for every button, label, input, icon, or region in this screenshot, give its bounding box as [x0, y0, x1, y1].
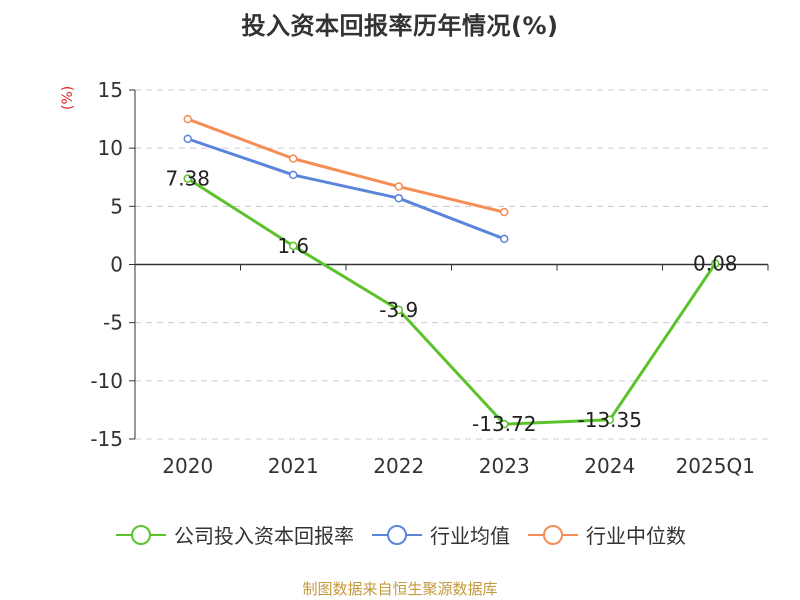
data-label: -3.9	[379, 298, 418, 322]
y-tick-label: 0	[110, 253, 123, 277]
source-note: 制图数据来自恒生聚源数据库	[302, 580, 498, 598]
legend-line-icon	[528, 524, 578, 545]
data-point-1	[500, 234, 509, 244]
x-tick-label: 2024	[584, 454, 635, 478]
chart-title: 投入资本回报率历年情况(%)	[241, 12, 559, 40]
y-tick-label: -10	[90, 369, 123, 393]
data-point-1	[289, 170, 298, 180]
data-point-0	[394, 305, 403, 315]
legend-item-industry-mean[interactable]: 行业均值	[370, 520, 510, 549]
data-point-2	[394, 182, 403, 191]
x-tick-label: 2020	[162, 454, 213, 478]
legend-line-icon	[116, 524, 166, 545]
axes: 15 10 5 0 -5 -10 -15 2020 2021 2022 2023 2024 2025Q1	[90, 78, 769, 478]
series-lines	[183, 114, 720, 429]
data-point-0	[183, 174, 192, 183]
legend-label-company: 公司投入资本回报率	[174, 524, 354, 548]
series-line-1	[187, 137, 505, 241]
y-axis-unit: (%)	[60, 85, 76, 110]
data-point-0	[605, 415, 614, 425]
legend-line-icon	[372, 524, 422, 545]
data-label: -13.72	[472, 412, 536, 436]
y-tick-label: 15	[98, 78, 123, 102]
x-tick-label: 2025Q1	[676, 454, 755, 478]
legend-label-industry-mean: 行业均值	[430, 524, 510, 548]
legend-label-industry-median: 行业中位数	[586, 524, 686, 548]
data-point-0	[289, 241, 298, 251]
data-point-2	[500, 207, 509, 217]
data-point-2	[289, 154, 298, 163]
data-label: 7.38	[165, 167, 210, 191]
data-label: 1.6	[277, 234, 309, 258]
y-tick-label: -5	[103, 311, 123, 335]
data-label: -13.35	[578, 408, 642, 432]
data-point-2	[183, 114, 192, 124]
data-point-0	[711, 259, 720, 268]
x-tick-label: 2022	[373, 454, 424, 478]
y-tick-label: 10	[98, 136, 123, 160]
x-tick-label: 2023	[479, 454, 530, 478]
data-point-1	[183, 134, 192, 144]
data-point-0	[500, 419, 509, 429]
legend-item-industry-median[interactable]: 行业中位数	[526, 520, 686, 549]
legend-item-company[interactable]: 公司投入资本回报率	[114, 520, 354, 549]
data-point-1	[394, 193, 403, 203]
data-labels: 7.38 1.6 -3.9 -13.72 -13.35 0.08	[165, 167, 737, 436]
series-line-2	[187, 117, 505, 214]
x-tick-label: 2021	[268, 454, 319, 478]
y-tick-label: -15	[90, 427, 123, 451]
data-label: 0.08	[693, 252, 738, 276]
series-line-0	[186, 177, 717, 426]
y-tick-label: 5	[110, 194, 123, 218]
legend: 公司投入资本回报率 行业均值 行业中位数	[0, 520, 800, 549]
